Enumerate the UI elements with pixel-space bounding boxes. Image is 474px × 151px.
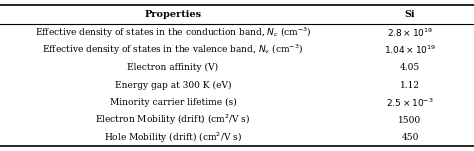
- Text: $1.04 \times 10^{19}$: $1.04 \times 10^{19}$: [384, 44, 436, 56]
- Text: Electron Mobility (drift) (cm$^2$/V s): Electron Mobility (drift) (cm$^2$/V s): [95, 113, 251, 127]
- Text: Energy gap at 300 K (eV): Energy gap at 300 K (eV): [115, 80, 231, 90]
- Text: Properties: Properties: [145, 10, 201, 19]
- Text: $2.5 \times 10^{-3}$: $2.5 \times 10^{-3}$: [386, 96, 434, 109]
- Text: Si: Si: [405, 10, 415, 19]
- Text: 450: 450: [401, 133, 419, 142]
- Text: 1500: 1500: [399, 116, 421, 125]
- Text: Effective density of states in the valence band, $N_v$ (cm$^{-3}$): Effective density of states in the valen…: [42, 43, 304, 57]
- Text: 4.05: 4.05: [400, 63, 420, 72]
- Text: Minority carrier lifetime (s): Minority carrier lifetime (s): [109, 98, 237, 107]
- Text: 1.12: 1.12: [400, 81, 420, 90]
- Text: Effective density of states in the conduction band, $N_c$ (cm$^{-3}$): Effective density of states in the condu…: [35, 25, 311, 40]
- Text: Hole Mobility (drift) (cm$^2$/V s): Hole Mobility (drift) (cm$^2$/V s): [104, 130, 242, 145]
- Text: $2.8 \times 10^{19}$: $2.8 \times 10^{19}$: [387, 26, 433, 39]
- Text: Electron affinity (V): Electron affinity (V): [128, 63, 219, 72]
